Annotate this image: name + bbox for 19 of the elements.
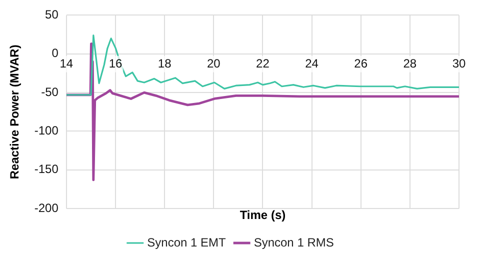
y-tick-label: -150: [34, 162, 59, 176]
x-axis-title: Time (s): [240, 208, 286, 222]
y-axis-title: Reactive Power (MVAR): [8, 44, 22, 180]
y-tick-label: -100: [34, 124, 59, 138]
x-tick-label: 26: [354, 56, 368, 70]
x-tick-label: 16: [108, 56, 122, 70]
y-tick-label: 50: [45, 8, 59, 22]
legend-label: Syncon 1 EMT: [147, 235, 226, 250]
legend-label: Syncon 1 RMS: [254, 235, 334, 250]
x-tick-label: 30: [452, 56, 466, 70]
y-tick-label: -200: [34, 200, 59, 215]
x-tick-label: 28: [403, 56, 417, 70]
x-tick-label: 24: [305, 56, 319, 70]
x-tick-label: 14: [60, 56, 74, 70]
x-tick-label: 22: [256, 56, 270, 70]
x-tick-label: 20: [206, 56, 221, 70]
y-tick-label: 0: [52, 46, 59, 60]
x-tick-label: 18: [158, 56, 172, 70]
y-tick-label: -50: [41, 84, 59, 99]
